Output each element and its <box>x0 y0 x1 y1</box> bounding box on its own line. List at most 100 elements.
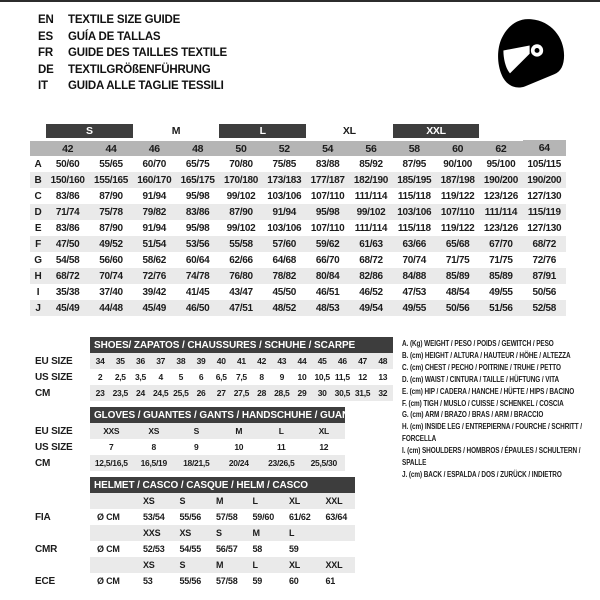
size-header: M <box>245 525 282 541</box>
size-value: 177/187 <box>305 172 350 188</box>
language-row: ES GUÍA DE TALLAS <box>38 29 227 46</box>
size-value: 68/72 <box>359 254 383 266</box>
size-value: 190/200 <box>522 172 566 188</box>
size-value: 187/198 <box>435 172 480 188</box>
size-value: 160/170 <box>132 172 176 188</box>
size-value: 3,5 <box>135 372 146 382</box>
language-row: IT GUIDA ALLE TAGLIE TESSILI <box>38 78 227 95</box>
unit-spacer <box>90 525 136 541</box>
size-value: 40 <box>211 353 232 369</box>
table-corner <box>30 477 90 493</box>
size-value: 65/75 <box>185 158 210 170</box>
language-row: DE TEXTILGRÖßENFÜHRUNG <box>38 62 227 79</box>
size-header: XS <box>136 493 173 509</box>
size-value: 82/86 <box>349 268 393 284</box>
size-value: 91/94 <box>142 222 167 234</box>
size-value: 185/195 <box>392 172 436 188</box>
table-title: SHOES/ ZAPATOS / CHAUSSURES / SCHUHE / S… <box>90 337 393 353</box>
size-group-s: S <box>46 124 133 141</box>
size-header: 58 <box>392 139 436 156</box>
table-corner <box>30 407 90 423</box>
guide-title: GUIDE DES TAILLES TEXTILE <box>68 47 227 60</box>
row-label: CMR <box>30 541 90 557</box>
measure-letter: F <box>30 236 46 252</box>
size-value: 111/114 <box>479 204 523 220</box>
size-value: 95/100 <box>486 158 516 170</box>
size-value: 36 <box>130 353 151 369</box>
guide-title: TEXTILE SIZE GUIDE <box>68 14 181 26</box>
size-value: 48 <box>372 353 393 369</box>
size-value: S <box>175 423 218 439</box>
size-value: 41/45 <box>185 286 210 298</box>
size-value: 6 <box>198 372 204 382</box>
size-value: 10 <box>234 442 244 452</box>
row-label: EU SIZE <box>30 353 90 369</box>
size-value: 111/114 <box>354 190 388 202</box>
size-value: 24 <box>130 385 151 401</box>
size-header: S <box>172 557 209 573</box>
legend-item: E. (cm) HIP / CADERA / HANCHE / HÜFTE / … <box>402 386 575 396</box>
size-value: 41 <box>231 353 252 369</box>
size-group-xl: XL <box>305 124 393 141</box>
size-value: 45/49 <box>132 300 176 316</box>
size-value: XXS <box>90 423 133 439</box>
size-value: 54/58 <box>55 254 80 266</box>
size-value: 51/54 <box>132 236 176 252</box>
size-value: XL <box>302 423 345 439</box>
size-value: 57/60 <box>262 236 306 252</box>
size-value: 63/64 <box>325 512 348 522</box>
size-value: 50/60 <box>55 158 80 170</box>
size-value: 119/122 <box>440 222 475 234</box>
size-value: 57/58 <box>216 576 238 586</box>
size-header: XS <box>172 525 209 541</box>
size-value: 105/115 <box>527 158 562 170</box>
measure-letter: B <box>30 172 46 188</box>
size-value: 6,5 <box>215 372 227 382</box>
size-value: 68/72 <box>522 236 566 252</box>
size-value: 61/63 <box>349 236 393 252</box>
measure-letter: A <box>34 158 42 170</box>
row-label: CM <box>30 455 90 471</box>
size-value: 5 <box>178 372 184 382</box>
size-value: 68/72 <box>46 268 90 284</box>
size-value: 18/21,5 <box>175 455 218 471</box>
size-value: 27,5 <box>231 385 252 401</box>
size-value: 59 <box>252 576 263 586</box>
size-value: 7,5 <box>235 372 247 382</box>
size-value: 71/75 <box>445 254 470 266</box>
size-header: 60 <box>435 139 480 156</box>
size-value: 70/80 <box>229 158 253 170</box>
size-value: 80/84 <box>305 268 350 284</box>
size-value: 127/130 <box>527 222 562 234</box>
size-value: 42 <box>251 353 272 369</box>
size-value: 123/126 <box>483 222 518 234</box>
size-value: 53 <box>143 576 153 586</box>
size-value: 70/74 <box>89 268 133 284</box>
size-value: 44/48 <box>89 300 133 316</box>
size-header: M <box>209 557 246 573</box>
size-value: 11,5 <box>334 372 350 382</box>
size-value: 47 <box>352 353 373 369</box>
size-value: 20/24 <box>217 455 260 471</box>
size-value: 85/89 <box>479 268 523 284</box>
size-value: 52/53 <box>143 544 165 554</box>
size-value: 45/50 <box>272 286 297 298</box>
legend-item: B. (cm) HEIGHT / ALTURA / HAUTEUR / HÖHE… <box>402 350 571 360</box>
size-value: 85/92 <box>359 158 383 170</box>
size-value: 46 <box>332 353 353 369</box>
size-value: 55/56 <box>179 512 202 522</box>
size-value: 60 <box>289 576 299 586</box>
size-value: 123/126 <box>483 190 518 202</box>
size-value: 84/88 <box>392 268 436 284</box>
size-value: 8 <box>259 372 264 382</box>
size-value: 67/70 <box>479 236 523 252</box>
size-value: 74/78 <box>175 268 220 284</box>
size-value: 173/183 <box>262 172 306 188</box>
unit-spacer <box>90 493 136 509</box>
size-value: 2 <box>97 372 103 382</box>
size-header: 52 <box>262 139 306 156</box>
size-value: 63/66 <box>392 236 436 252</box>
table-title: GLOVES / GUANTES / GANTS / HANDSCHUHE / … <box>90 407 358 423</box>
size-value: 170/180 <box>219 172 263 188</box>
